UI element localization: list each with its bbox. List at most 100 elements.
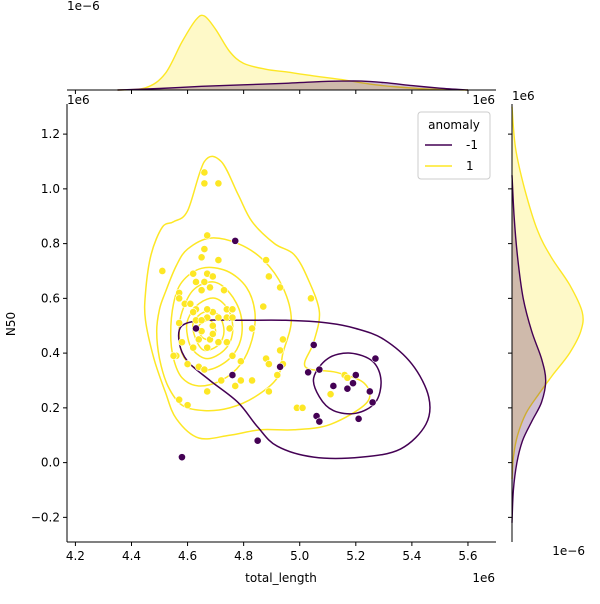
scatter-point-normal (220, 286, 228, 295)
scatter-point-anomaly (368, 398, 377, 407)
scatter-point-anomaly (231, 236, 240, 245)
y-tick-label: 0.6 (41, 291, 60, 305)
x-axis-label: total_length (245, 571, 317, 585)
scatter-point-normal (206, 283, 214, 292)
kde-contour-anomaly (312, 352, 382, 415)
marginal-y-fill-anomaly (512, 175, 546, 523)
scatter-point-normal (228, 351, 237, 360)
scatter-point-normal (276, 346, 284, 355)
scatter-point-normal (203, 231, 212, 240)
x-offset-label-top: 1e6 (472, 93, 495, 107)
legend-label-normal: 1 (466, 159, 474, 173)
kde-contours (143, 155, 431, 460)
scatter-point-normal (236, 357, 245, 366)
scatter-point-normal (264, 272, 273, 281)
y-tick-label: 1.2 (41, 127, 60, 141)
scatter-point-normal (200, 365, 209, 374)
scatter-point-normal (228, 313, 237, 322)
kde-contour-anomaly (177, 319, 431, 460)
scatter-point-normal (214, 179, 223, 188)
y-axis-label: N50 (4, 312, 18, 336)
scatter-point-anomaly (253, 436, 262, 445)
x-tick-label: 5.2 (346, 549, 365, 563)
scatter-point-normal (217, 376, 226, 385)
x-tick-label: 5.4 (402, 549, 421, 563)
scatter-point-normal (214, 313, 223, 322)
scatter-point-normal (158, 267, 167, 275)
x-offset-label: 1e6 (472, 571, 495, 585)
scatter-point-anomaly (192, 324, 200, 333)
y-tick-label: 1.0 (41, 182, 60, 196)
legend-title: anomaly (428, 118, 480, 132)
scatter-point-normal (175, 319, 184, 327)
scatter-point-normal (197, 316, 206, 325)
scatter-point-normal (183, 401, 192, 410)
scatter-point-normal (343, 373, 352, 382)
scatter-point-anomaly (309, 340, 318, 349)
legend: anomaly -1 1 (417, 111, 491, 180)
scatter-point-normal (186, 299, 195, 308)
scatter-point-normal (189, 269, 198, 278)
scatter-point-normal (264, 387, 273, 396)
scatter-point-anomaly (228, 371, 237, 379)
scatter-point-anomaly (354, 414, 363, 423)
scatter-point-normal (236, 376, 245, 385)
scatter-point-normal (200, 168, 209, 177)
scatter-point-normal (262, 256, 270, 264)
scatter-point-normal (276, 283, 284, 292)
y-tick-label: 0.0 (41, 456, 60, 470)
scatter-point-anomaly (365, 387, 374, 396)
scatter-point-normal (200, 179, 209, 188)
x-tick-label: 4.6 (178, 549, 197, 563)
scatter-point-anomaly (276, 362, 284, 371)
scatter-point-anomaly (329, 382, 338, 390)
scatter-point-normal (203, 387, 212, 396)
scatter-point-normal (192, 278, 200, 286)
scatter-point-normal (264, 360, 273, 368)
marginal-y-density (511, 106, 584, 523)
scatter-point-normal (208, 272, 217, 281)
scatter-point-normal (175, 294, 184, 303)
scatter-point-anomaly (304, 368, 313, 377)
marginal-x-line-normal (117, 14, 469, 91)
scatter-point-normal (228, 305, 237, 314)
x-tick-label: 4.8 (234, 549, 253, 563)
scatter-point-normal (307, 294, 315, 303)
y-offset-label-right: 1e6 (512, 89, 535, 103)
scatter-point-normal (273, 371, 282, 379)
marginal-x-line-anomaly (117, 80, 469, 91)
scatter-point-normal (197, 253, 206, 262)
scatter-point-normal (194, 335, 203, 344)
scatter-point-normal (197, 286, 206, 295)
scatter-point-normal (200, 245, 209, 253)
scatter-point-normal (259, 302, 268, 311)
scatter-point-normal (183, 360, 192, 368)
scatter-point-anomaly (371, 354, 380, 363)
scatter-points (158, 168, 380, 462)
y-tick-label: 0.2 (41, 401, 60, 415)
scatter-point-normal (189, 343, 198, 352)
scatter-point-normal (169, 351, 178, 360)
scatter-point-normal (214, 338, 223, 347)
scatter-point-normal (178, 338, 186, 347)
scatter-point-normal (222, 338, 231, 347)
marginal-y-line-anomaly (511, 175, 547, 523)
scatter-point-anomaly (315, 365, 324, 374)
marginal-y-line-normal (511, 106, 584, 480)
kde-contour-normal (169, 266, 256, 387)
y-offset-label: 1e6 (67, 93, 90, 107)
x-tick-label: 5.6 (458, 549, 477, 563)
scatter-point-normal (208, 321, 217, 330)
scatter-point-anomaly (351, 371, 360, 379)
marginal-y-fill-normal (512, 106, 584, 479)
scatter-point-anomaly (178, 453, 186, 462)
legend-frame (417, 111, 491, 180)
axes: total_length N50 1e6 1e6 1e6 1e6 1e−6 1e… (4, 0, 585, 585)
scatter-point-normal (189, 308, 198, 316)
top-margin-offset-label: 1e−6 (67, 0, 100, 13)
x-tick-label: 5.0 (290, 549, 309, 563)
scatter-point-normal (203, 343, 212, 352)
scatter-point-normal (200, 278, 209, 286)
